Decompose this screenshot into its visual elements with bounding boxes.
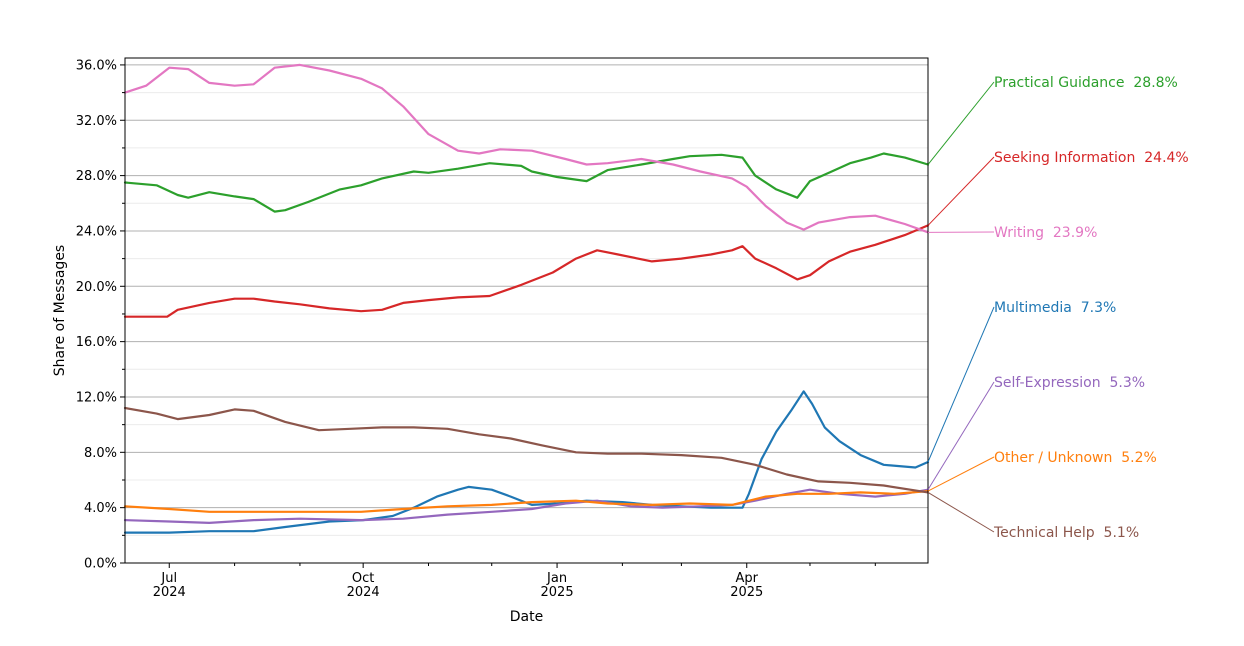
x-tick-label-year: 2025 <box>541 585 574 600</box>
end-label-self-expression: Self-Expression 5.3% <box>994 375 1145 391</box>
y-tick-label: 8.0% <box>84 446 117 461</box>
end-label-practical-guidance: Practical Guidance 28.8% <box>994 75 1178 91</box>
x-tick-label-month: Jan <box>546 571 567 586</box>
y-tick-label: 12.0% <box>76 390 117 405</box>
y-tick-label: 32.0% <box>76 114 117 129</box>
x-tick-label-year: 2024 <box>153 585 186 600</box>
y-axis: 0.0% 4.0% 8.0% 12.0% 16.0% 20.0% 24.0% 28.0% 32.… <box>76 58 125 571</box>
y-tick-label: 28.0% <box>76 169 117 184</box>
y-tick-label: 24.0% <box>76 224 117 239</box>
x-tick-label-month: Oct <box>352 571 374 586</box>
y-tick-label: 0.0% <box>84 557 117 572</box>
end-label-writing: Writing 23.9% <box>994 225 1097 241</box>
series-line-writing <box>125 65 928 232</box>
y-tick-label: 16.0% <box>76 335 117 350</box>
series-lines <box>125 65 928 533</box>
end-label-other-unknown: Other / Unknown 5.2% <box>994 450 1157 466</box>
x-tick-label-year: 2024 <box>347 585 380 600</box>
y-tick-label: 4.0% <box>84 501 117 516</box>
y-tick-label: 36.0% <box>76 58 117 73</box>
end-label-seeking-information: Seeking Information 24.4% <box>994 150 1189 166</box>
end-label-multimedia: Multimedia 7.3% <box>994 300 1116 316</box>
x-tick-label-year: 2025 <box>730 585 763 600</box>
y-axis-title: Share of Messages <box>52 245 68 376</box>
callout-line-multimedia <box>928 307 994 462</box>
grid-lines <box>125 65 928 563</box>
callout-line-practical-guidance <box>928 82 994 165</box>
x-axis-title: Date <box>510 609 543 625</box>
x-tick-label-month: Apr <box>735 571 758 586</box>
callout-line-seeking-information <box>928 157 994 225</box>
end-labels: Practical Guidance 28.8% Seeking Informat… <box>928 75 1189 541</box>
x-tick-label-month: Jul <box>160 571 177 586</box>
callout-line-technical-help <box>928 492 994 532</box>
end-label-technical-help: Technical Help 5.1% <box>993 525 1139 541</box>
y-tick-label: 20.0% <box>76 280 117 295</box>
plot-area-frame <box>125 58 928 563</box>
series-line-seeking-information <box>125 225 928 316</box>
